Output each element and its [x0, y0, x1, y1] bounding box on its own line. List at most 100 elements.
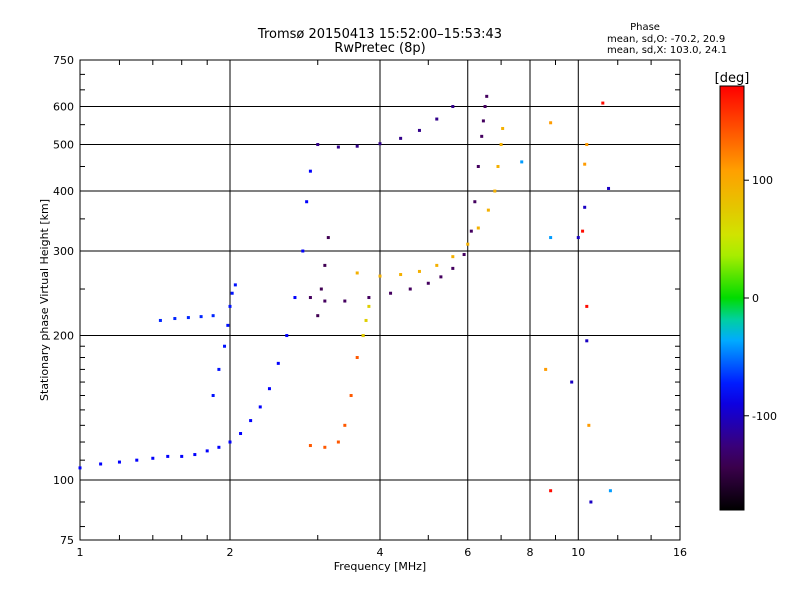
x-tick-label: 4 [377, 546, 384, 559]
data-point [158, 318, 162, 322]
data-point [607, 186, 611, 190]
data-point [211, 394, 215, 398]
data-point [549, 236, 553, 240]
data-point [308, 444, 312, 448]
data-point [211, 314, 215, 318]
data-point [462, 253, 466, 257]
data-point [583, 205, 587, 209]
data-point [496, 164, 500, 168]
data-point [364, 318, 368, 322]
plot-frame [79, 59, 681, 541]
phase-stats-o-mode: mean, sd,O: -70.2, 20.9 [607, 34, 726, 45]
data-point [486, 208, 490, 212]
data-point [485, 94, 489, 98]
x-axis-label: Frequency [MHz] [334, 560, 426, 573]
data-point [323, 299, 327, 303]
data-point [258, 405, 262, 409]
data-point [117, 460, 121, 464]
colorbar [719, 85, 745, 511]
data-point [78, 466, 82, 470]
data-point [135, 458, 139, 462]
y-axis-label: Stationary phase Virtual Height [km] [38, 199, 51, 401]
x-tick-label: 8 [527, 546, 534, 559]
data-point [544, 367, 548, 371]
data-point [361, 334, 365, 338]
data-point [349, 394, 353, 398]
data-point [355, 355, 359, 359]
chart-subtitle: RwPretec (8p) [334, 41, 426, 56]
data-point [601, 101, 605, 105]
data-point [239, 432, 243, 436]
data-point [343, 299, 347, 303]
data-point [476, 164, 480, 168]
data-point [308, 169, 312, 173]
data-point [355, 144, 359, 148]
data-point [367, 296, 371, 300]
data-point [417, 128, 421, 132]
data-point [583, 162, 587, 166]
data-point [217, 445, 221, 449]
data-point [301, 249, 305, 253]
data-point [249, 419, 253, 423]
data-point [226, 323, 230, 327]
data-point [193, 453, 197, 457]
colorbar-tick-label: -100 [752, 410, 777, 423]
data-point [228, 440, 232, 444]
y-tick-label: 400 [53, 185, 74, 198]
data-point [336, 440, 340, 444]
y-tick-label: 500 [53, 139, 74, 152]
x-tick-label: 2 [227, 546, 234, 559]
data-point [549, 121, 553, 125]
data-point [576, 236, 580, 240]
data-point [305, 200, 309, 204]
data-point [326, 236, 330, 240]
y-tick-label: 75 [60, 534, 74, 547]
data-point [180, 454, 184, 458]
data-point [589, 500, 593, 504]
data-point [499, 143, 503, 147]
data-point [549, 489, 553, 493]
data-point [319, 287, 323, 291]
data-point [473, 200, 477, 204]
data-point [276, 361, 280, 365]
data-point [173, 317, 177, 321]
data-point [435, 263, 439, 267]
data-point [323, 445, 327, 449]
data-point [480, 134, 484, 138]
y-tick-label: 750 [53, 54, 74, 67]
data-point [267, 387, 271, 391]
data-point [228, 304, 232, 308]
colorbar-tick-label: 100 [752, 174, 773, 187]
data-point [323, 263, 327, 267]
y-tick-label: 100 [53, 474, 74, 487]
data-point [308, 296, 312, 300]
data-point [585, 339, 589, 343]
data-point [293, 296, 297, 300]
colorbar-label: [deg] [715, 71, 750, 86]
data-point [587, 423, 591, 427]
data-point [233, 283, 237, 287]
data-point [501, 126, 505, 130]
y-tick-label: 200 [53, 330, 74, 343]
data-point [399, 136, 403, 140]
data-point [608, 489, 612, 493]
y-tick-label: 300 [53, 245, 74, 258]
x-tick-label: 1 [77, 546, 84, 559]
phase-stats-x-mode: mean, sd,X: 103.0, 24.1 [607, 45, 728, 56]
chart-title: Tromsø 20150413 15:52:00–15:53:43 [257, 27, 503, 42]
data-point [230, 291, 234, 295]
data-point [151, 456, 155, 460]
data-point [285, 334, 289, 338]
x-tick-label: 10 [571, 546, 585, 559]
data-point [166, 454, 170, 458]
data-point [451, 105, 455, 109]
x-tick-label: 6 [464, 546, 471, 559]
data-point [439, 275, 443, 279]
data-point [581, 229, 585, 233]
data-point [316, 143, 320, 147]
data-point [435, 117, 439, 121]
data-point [585, 143, 589, 147]
data-point [481, 119, 485, 123]
data-point [520, 160, 524, 164]
